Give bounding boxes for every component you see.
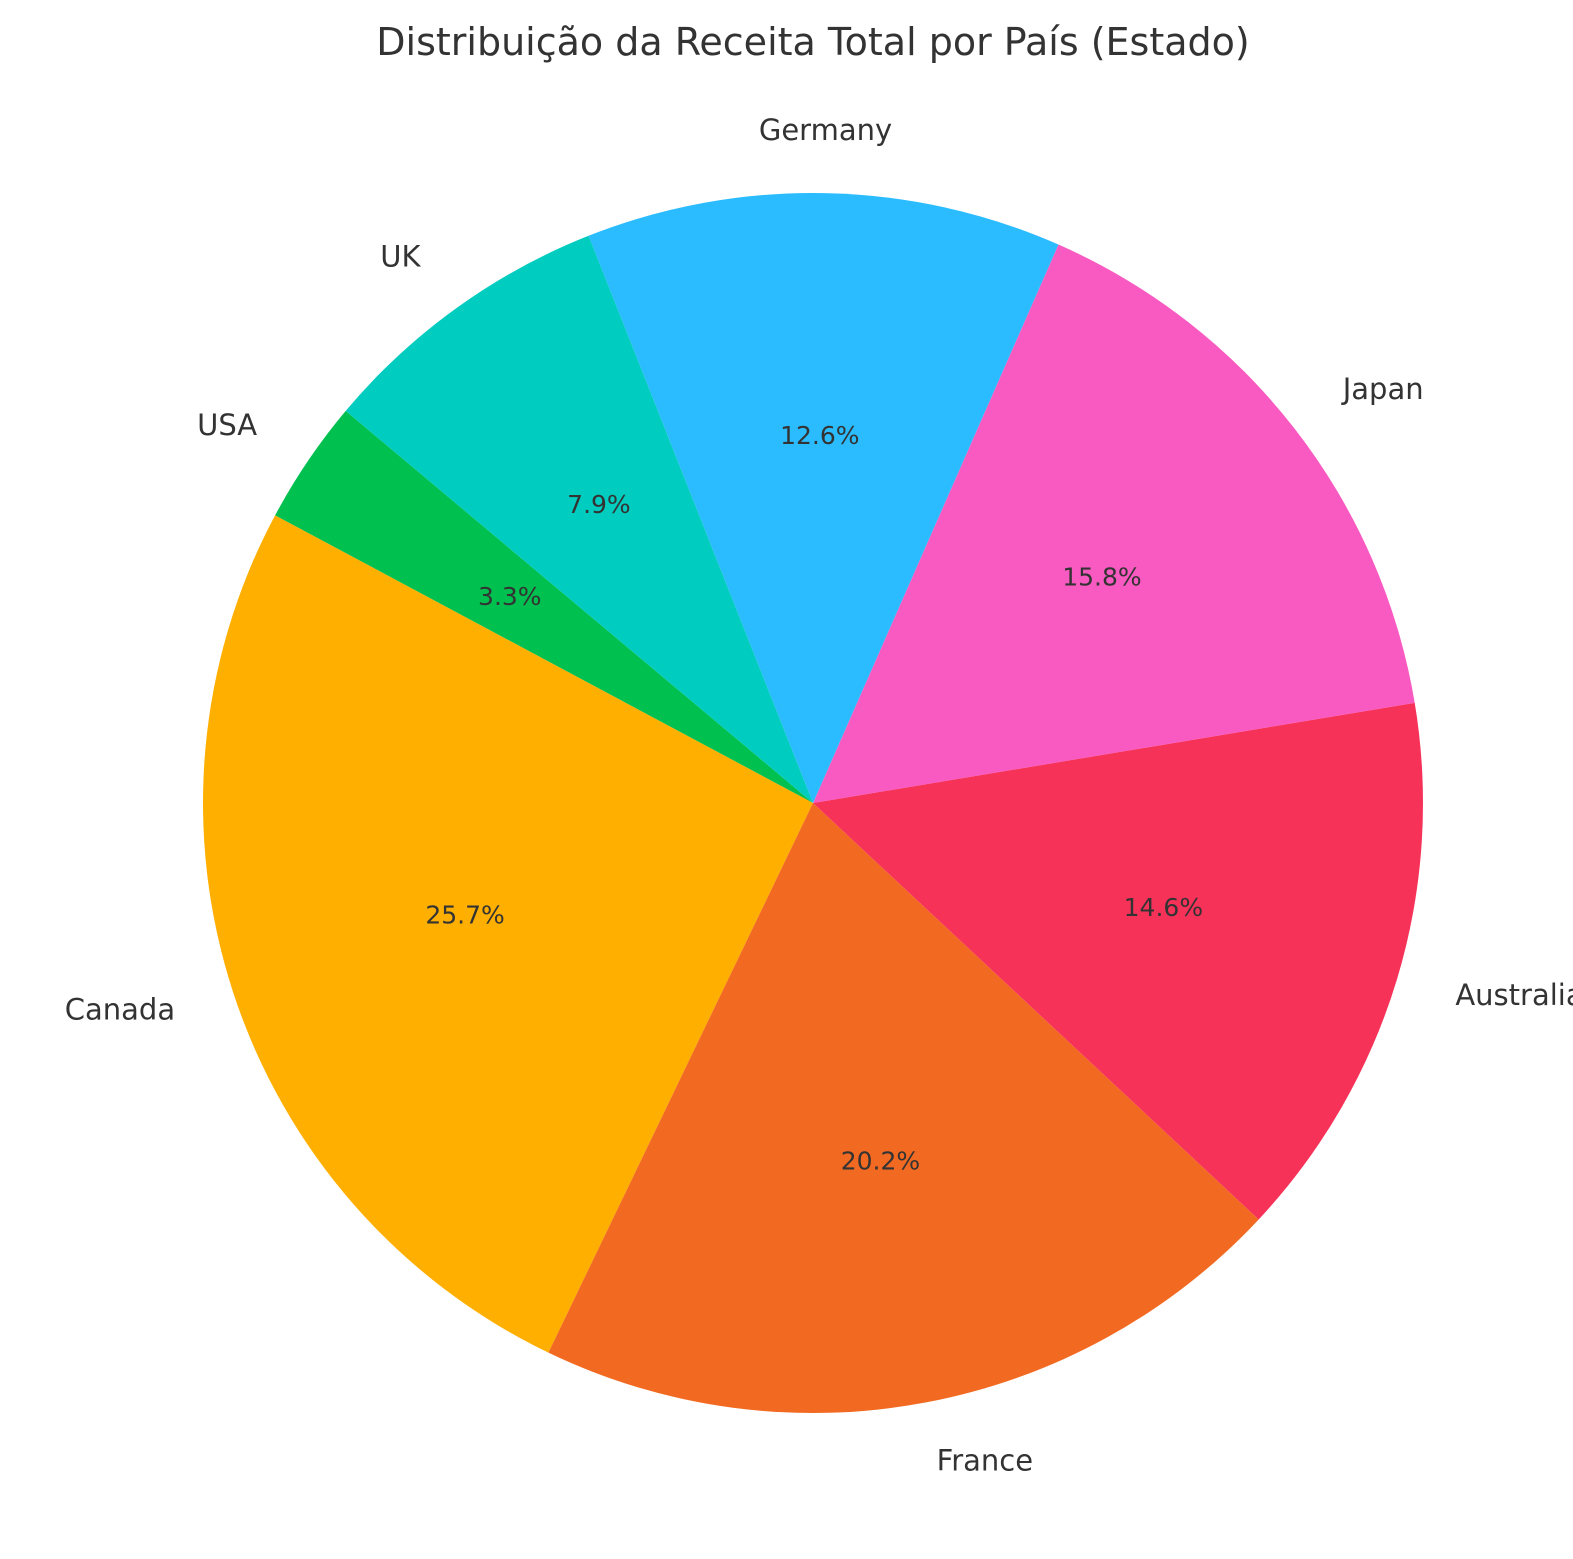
pie-slice-usa: [275, 410, 813, 803]
chart-title: Distribuição da Receita Total por País (…: [376, 20, 1249, 64]
pie-slice-japan: [813, 244, 1415, 804]
pie-slice-germany: [588, 192, 1059, 803]
slice-label-usa: USA: [197, 408, 257, 442]
pie-slice-france: [548, 803, 1259, 1414]
slice-label-germany: Germany: [759, 113, 892, 147]
pie-slice-australia: [813, 702, 1423, 1220]
slice-label-japan: Japan: [1341, 372, 1424, 406]
slice-labels: USA Canada France Australia Japan Germany UK: [65, 113, 1573, 1477]
slice-label-canada: Canada: [65, 992, 175, 1026]
percent-label-uk: 7.9%: [567, 490, 631, 519]
pie-slice-canada: [202, 515, 813, 1353]
percent-labels: 3.3% 25.7% 20.2% 14.6% 15.8% 12.6% 7.9%: [425, 421, 1203, 1176]
slice-label-australia: Australia: [1455, 978, 1573, 1012]
percent-label-germany: 12.6%: [780, 421, 859, 450]
slice-label-france: France: [937, 1444, 1033, 1478]
percent-label-usa: 3.3%: [478, 582, 542, 611]
slice-label-uk: UK: [380, 240, 421, 274]
pie-slice-uk: [345, 235, 813, 803]
percent-label-canada: 25.7%: [425, 901, 504, 930]
percent-label-japan: 15.8%: [1062, 562, 1141, 591]
percent-label-france: 20.2%: [841, 1147, 920, 1176]
percent-label-australia: 14.6%: [1124, 893, 1203, 922]
pie-slices: [202, 192, 1423, 1414]
